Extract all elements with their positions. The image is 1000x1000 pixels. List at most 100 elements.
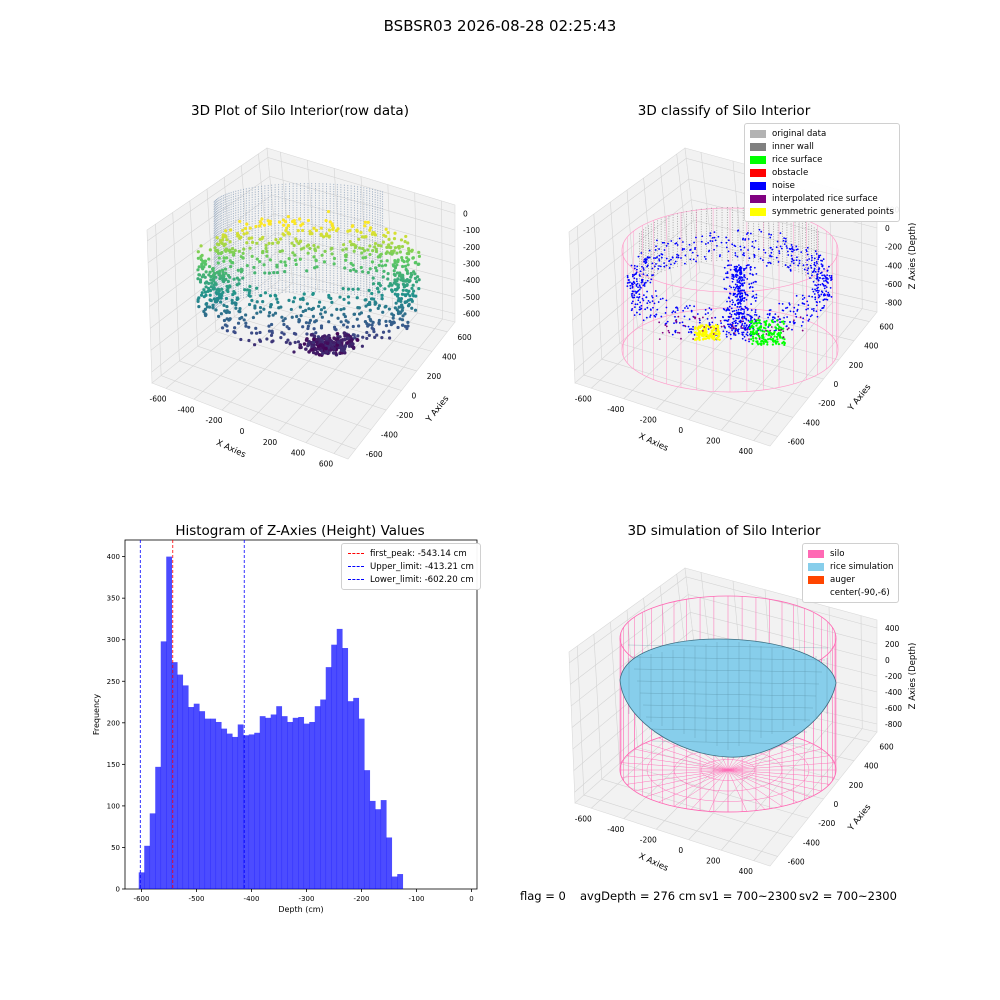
- classify-noise-point: [672, 310, 675, 313]
- raw-point: [253, 306, 257, 310]
- raw-point: [219, 296, 223, 300]
- classify-noise-point: [708, 307, 711, 309]
- classify-noise-point: [823, 268, 825, 270]
- classify-noise-point: [823, 285, 825, 287]
- classify-noise-point: [786, 316, 789, 318]
- classify-noise-point: [693, 333, 696, 336]
- classify-noise-point: [811, 308, 813, 311]
- classify-noise-point: [737, 290, 740, 293]
- raw-point: [394, 301, 398, 305]
- classify-noise-point: [813, 293, 816, 295]
- classify-noise-point: [729, 333, 732, 336]
- classify-noise-point: [654, 290, 657, 292]
- classify-noise-point: [734, 325, 737, 327]
- classify-noise-point: [704, 308, 707, 311]
- raw-point: [208, 293, 212, 297]
- raw-point: [346, 295, 351, 299]
- raw-point: [205, 302, 209, 306]
- classify-noise-point: [807, 304, 810, 307]
- classify-rice-point: [766, 343, 769, 346]
- classify-legend: original data inner wall rice surface obsta…: [744, 123, 900, 222]
- classify-noise-point: [663, 262, 665, 264]
- classify-noise-point: [636, 303, 639, 306]
- classify-noise-point: [818, 300, 821, 303]
- classify-noise-point: [732, 278, 735, 280]
- raw-point: [352, 243, 356, 247]
- classify-noise-point: [801, 294, 804, 297]
- classify-noise-point: [677, 254, 680, 257]
- raw-point: [267, 222, 271, 226]
- classify-rice-point: [762, 336, 765, 339]
- raw-point: [250, 240, 255, 244]
- raw-point: [329, 247, 333, 251]
- raw-point: [278, 249, 282, 254]
- histogram-bar: [276, 706, 283, 889]
- classify-noise-point: [825, 276, 827, 279]
- classify-noise-point: [629, 287, 632, 290]
- raw-point: [383, 263, 388, 267]
- classify-rice-point: [767, 338, 770, 341]
- classify-noise-point: [665, 299, 668, 302]
- raw-point: [233, 248, 237, 253]
- classify-noise-point: [806, 253, 809, 256]
- classify-interp-point: [710, 317, 713, 319]
- raw-point: [238, 219, 242, 224]
- classify-y-tick: -400: [803, 418, 820, 427]
- raw-point: [322, 306, 326, 310]
- classify-noise-point: [720, 241, 723, 244]
- classify-noise-point: [651, 300, 654, 303]
- raw-point: [253, 343, 257, 347]
- raw-point: [222, 303, 226, 307]
- classify-noise-point: [723, 319, 726, 322]
- classify-noise-point: [803, 296, 806, 299]
- raw-point: [368, 267, 372, 271]
- classify-noise-point: [717, 235, 720, 238]
- raw-point: [320, 315, 324, 319]
- classify-interp-point: [677, 315, 680, 318]
- classify-noise-point: [746, 334, 749, 337]
- classify-noise-point: [769, 254, 772, 257]
- classify-noise-point: [733, 320, 736, 323]
- classify-noise-point: [631, 294, 633, 297]
- raw-point: [230, 301, 234, 305]
- classify-interp-point: [757, 317, 760, 320]
- raw-point: [203, 261, 207, 265]
- raw-point: [396, 245, 401, 249]
- histogram-bar: [221, 728, 228, 889]
- classify-noise-point: [725, 288, 728, 291]
- classify-rice-point: [749, 333, 752, 336]
- classify-noise-point: [744, 326, 747, 329]
- raw-point: [226, 279, 230, 284]
- classify-noise-point: [709, 234, 711, 237]
- classify-noise-point: [801, 321, 804, 323]
- raw-point: [290, 315, 294, 319]
- raw-point: [305, 302, 309, 306]
- classify-noise-point: [803, 268, 806, 271]
- classify-noise-point: [744, 322, 746, 325]
- classify-interp-point: [661, 331, 664, 334]
- raw-point: [400, 244, 405, 249]
- classify-noise-point: [736, 255, 739, 258]
- classify-noise-point: [711, 321, 714, 324]
- classify-noise-point: [635, 271, 638, 274]
- raw-point: [324, 336, 329, 341]
- raw-point: [261, 235, 265, 239]
- classify-noise-point: [731, 303, 734, 306]
- raw-point: [388, 282, 392, 286]
- classify-noise-point: [752, 281, 755, 284]
- classify-noise-point: [825, 298, 827, 301]
- histogram-y-tick: 300: [107, 636, 120, 644]
- classify-noise-point: [735, 317, 738, 320]
- classify-noise-point: [743, 308, 746, 311]
- simulation-y-tick: 600: [879, 743, 894, 752]
- raw-point: [342, 331, 347, 335]
- classify-noise-point: [645, 316, 648, 319]
- classify-interp-point: [719, 320, 722, 322]
- raw-point: [236, 321, 241, 325]
- raw-point: [211, 306, 215, 310]
- classify-noise-point: [740, 299, 743, 302]
- raw-point: [338, 295, 342, 299]
- classify-rice-point: [752, 328, 755, 331]
- classify-noise-point: [817, 279, 820, 282]
- raw-point: [352, 312, 356, 316]
